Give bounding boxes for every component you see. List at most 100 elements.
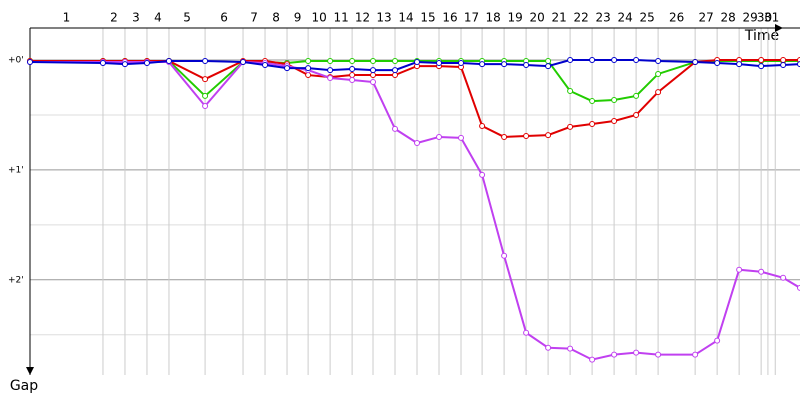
- lap-label: 19: [507, 11, 522, 25]
- point: [349, 57, 356, 64]
- lap-label: 23: [595, 11, 610, 25]
- point: [633, 349, 640, 356]
- point: [392, 57, 399, 64]
- point: [305, 65, 312, 72]
- point: [501, 61, 508, 68]
- point: [305, 72, 312, 79]
- point: [611, 351, 618, 358]
- point: [370, 67, 377, 74]
- y-tick-label: +2': [8, 275, 24, 285]
- point: [611, 118, 618, 125]
- lap-label: 12: [355, 11, 370, 25]
- lap-label: 18: [485, 11, 500, 25]
- point: [165, 57, 172, 64]
- lap-label: 22: [573, 11, 588, 25]
- point: [633, 111, 640, 118]
- point: [143, 59, 150, 66]
- point: [436, 59, 443, 66]
- point: [414, 59, 421, 66]
- point: [240, 59, 247, 66]
- point: [736, 266, 743, 273]
- lap-label: 26: [669, 11, 684, 25]
- point: [714, 59, 721, 66]
- point: [589, 356, 596, 363]
- point: [202, 103, 209, 110]
- point: [327, 74, 334, 81]
- point: [262, 61, 269, 68]
- point: [758, 57, 765, 64]
- point: [392, 67, 399, 74]
- point: [655, 351, 662, 358]
- y-tick-label: +1': [8, 165, 24, 175]
- series-line: [30, 59, 800, 103]
- lap-label: 21: [551, 11, 566, 25]
- point: [458, 134, 465, 141]
- point: [284, 65, 291, 72]
- point: [655, 89, 662, 96]
- lap-label: 10: [311, 11, 326, 25]
- point: [545, 63, 552, 70]
- lap-label: 14: [398, 11, 413, 25]
- series-line: [30, 61, 800, 361]
- x-axis-arrow: [775, 24, 783, 32]
- lap-label: 17: [464, 11, 479, 25]
- point: [479, 171, 486, 178]
- point: [327, 57, 334, 64]
- point: [479, 61, 486, 68]
- point: [633, 92, 640, 99]
- point: [523, 61, 530, 68]
- point: [370, 72, 377, 79]
- lap-label: 4: [154, 11, 162, 25]
- point: [567, 123, 574, 130]
- lap-label: 13: [376, 11, 391, 25]
- point: [567, 57, 574, 64]
- point: [589, 120, 596, 127]
- point: [589, 57, 596, 64]
- point: [327, 67, 334, 74]
- point: [797, 61, 800, 68]
- point: [655, 57, 662, 64]
- point: [545, 132, 552, 139]
- lap-label: 31: [764, 11, 779, 25]
- y-axis-label: Gap: [10, 378, 38, 394]
- point: [545, 57, 552, 64]
- point: [392, 72, 399, 79]
- lap-label: 1: [63, 11, 71, 25]
- lap-label: 20: [529, 11, 544, 25]
- point: [436, 133, 443, 140]
- lap-label: 6: [220, 11, 228, 25]
- lap-label: 25: [639, 11, 654, 25]
- point: [349, 72, 356, 79]
- lap-label: 27: [698, 11, 713, 25]
- point: [611, 57, 618, 64]
- point: [758, 268, 765, 275]
- point: [27, 59, 33, 66]
- series-line: [30, 59, 800, 138]
- point: [567, 87, 574, 94]
- point: [349, 66, 356, 73]
- point: [501, 133, 508, 140]
- point: [121, 61, 128, 68]
- point: [780, 274, 787, 281]
- lap-label: 11: [333, 11, 348, 25]
- point: [349, 77, 356, 84]
- lap-label: 15: [420, 11, 435, 25]
- point: [458, 59, 465, 66]
- point: [797, 284, 800, 291]
- point: [305, 57, 312, 64]
- point: [370, 57, 377, 64]
- lap-label: 16: [442, 11, 457, 25]
- lap-label: 29: [742, 11, 757, 25]
- point: [202, 92, 209, 99]
- lap-label: 8: [272, 11, 280, 25]
- point: [414, 139, 421, 146]
- point: [523, 329, 530, 336]
- series-line: [29, 59, 800, 72]
- lap-label: 7: [250, 11, 258, 25]
- point: [501, 252, 508, 259]
- point: [780, 61, 787, 68]
- lap-label: 28: [720, 11, 735, 25]
- point: [692, 59, 699, 66]
- point: [202, 76, 209, 83]
